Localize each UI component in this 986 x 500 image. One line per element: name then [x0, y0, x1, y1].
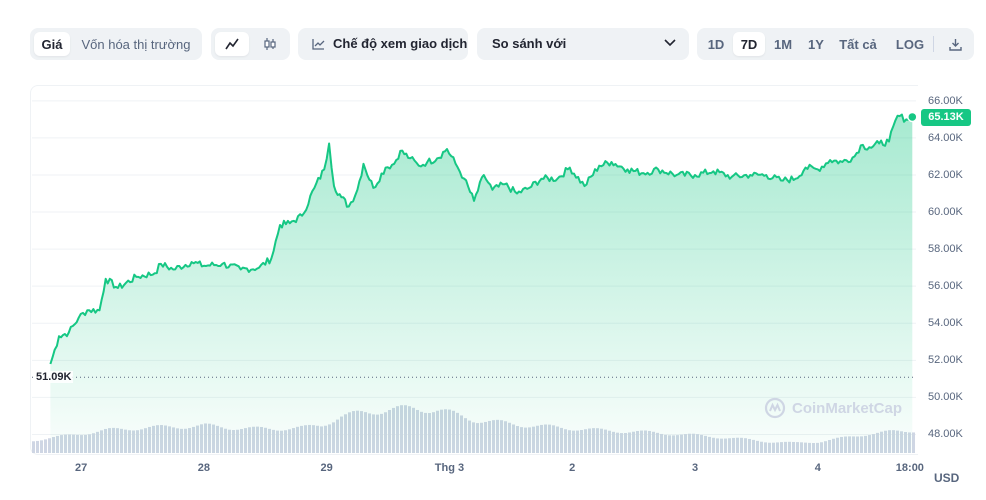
y-tick-label: 54.00K	[928, 317, 963, 330]
candlestick-icon	[264, 38, 276, 50]
y-tick-label: 56.00K	[928, 280, 963, 293]
x-tick-label: 2	[569, 462, 576, 474]
volume-bar	[36, 440, 39, 453]
y-tick-label: 62.00K	[928, 168, 963, 181]
line-chart-button[interactable]	[215, 32, 249, 56]
watermark-text: CoinMarketCap	[792, 399, 903, 417]
x-tick-label: 3	[691, 462, 699, 474]
compare-select[interactable]: So sánh với	[477, 28, 689, 60]
y-tick-label: 58.00K	[928, 243, 963, 256]
range-1m[interactable]: 1M	[773, 36, 793, 52]
y-tick-label: 60.00K	[928, 206, 963, 219]
chart-toolbar: Giá Vốn hóa thị trường Chế độ xem giao d…	[0, 28, 986, 60]
range-selector: 1D 7D 1M 1Y Tất cả LOG	[697, 28, 974, 60]
chevron-down-icon	[664, 39, 676, 47]
toolbar-divider	[933, 36, 934, 52]
tab-market-cap[interactable]: Vốn hóa thị trường	[81, 36, 191, 52]
range-1d[interactable]: 1D	[707, 36, 725, 52]
compare-placeholder: So sánh với	[492, 36, 567, 51]
line-chart-icon	[225, 38, 239, 50]
range-7d[interactable]: 7D	[733, 32, 765, 56]
price-line	[49, 113, 913, 365]
log-toggle[interactable]: LOG	[895, 36, 925, 52]
tab-price[interactable]: Giá	[34, 32, 70, 56]
coinmarketcap-logo-icon	[764, 397, 786, 419]
x-tick-label: 4	[814, 462, 821, 474]
watermark: CoinMarketCap	[764, 397, 902, 419]
x-tick-label: 18:00	[895, 462, 924, 474]
price-area	[50, 114, 913, 453]
volume-bar	[40, 440, 43, 453]
candlestick-button[interactable]	[253, 32, 287, 56]
current-price-dot	[907, 111, 918, 123]
y-tick-label: 48.00K	[928, 428, 963, 441]
y-tick-label: 66.00K	[928, 94, 963, 107]
volume-bar	[44, 439, 47, 453]
trading-view-icon	[312, 39, 325, 50]
y-tick-label: 52.00K	[928, 354, 963, 367]
volume-bar	[32, 441, 35, 453]
y-tick-label: 64.00K	[928, 131, 963, 144]
trading-view-label: Chế độ xem giao dịch	[333, 36, 468, 51]
volume-bar	[912, 432, 915, 453]
volume-bar	[48, 438, 51, 453]
download-button[interactable]	[941, 32, 969, 56]
x-tick-label: 28	[197, 462, 210, 474]
chart-style-toggle	[211, 28, 290, 60]
currency-label: USD	[934, 471, 960, 485]
range-all[interactable]: Tất cả	[839, 36, 877, 52]
range-1y[interactable]: 1Y	[808, 36, 824, 52]
x-tick-label: Thg 3	[434, 462, 465, 474]
chart-frame	[30, 85, 918, 455]
y-tick-label: 50.00K	[928, 391, 963, 404]
x-tick-label: 29	[320, 462, 333, 474]
current-price-badge: 65.13K	[921, 108, 971, 126]
trading-view-button[interactable]: Chế độ xem giao dịch	[298, 28, 468, 60]
x-tick-label: 27	[74, 462, 88, 474]
chart-type-tabs: Giá Vốn hóa thị trường	[30, 28, 202, 60]
baseline-price-label: 51.09K	[34, 371, 74, 384]
download-icon	[948, 38, 962, 51]
